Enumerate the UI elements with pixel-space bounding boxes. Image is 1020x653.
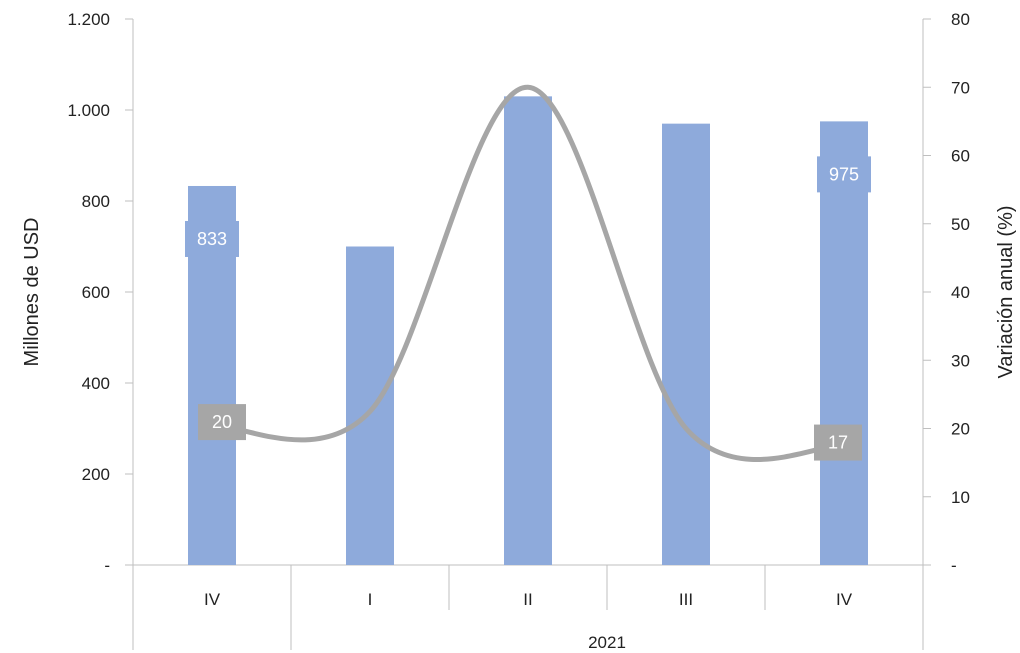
series-line <box>209 84 847 462</box>
bar <box>662 123 710 566</box>
line-data-label-box <box>814 424 862 461</box>
y2-tick-label: 70 <box>951 78 970 97</box>
y-axis-title: Millones de USD <box>21 218 43 367</box>
line-data-label: 20 <box>212 412 232 432</box>
line-data-label: 17 <box>828 433 848 453</box>
y-tick-label: 400 <box>82 374 110 393</box>
y-tick-label: 200 <box>82 465 110 484</box>
x-tick-label: II <box>523 590 532 609</box>
x-tick-label: IV <box>204 590 221 609</box>
x-tick-label: IV <box>836 590 853 609</box>
line-series <box>209 84 847 462</box>
y-tick-label: 1.200 <box>67 10 110 29</box>
line-data-label-box <box>198 404 246 441</box>
x-group-label: 2021 <box>588 633 626 652</box>
y-tick-label: 800 <box>82 192 110 211</box>
bar-data-label: 833 <box>197 229 227 249</box>
y-tick-label: 1.000 <box>67 101 110 120</box>
x-tick-label: III <box>679 590 693 609</box>
bar-data-label-box <box>185 220 239 257</box>
bar <box>504 96 552 565</box>
tick-labels: - 200 400 600 800 1.000 1.200 - 10 20 30 40 50 60 70 80… <box>67 10 969 652</box>
bar <box>820 121 868 565</box>
y2-tick-label: 60 <box>951 147 970 166</box>
y2-tick-label: 80 <box>951 10 970 29</box>
y2-tick-label: 10 <box>951 488 970 507</box>
y2-tick-label: 40 <box>951 283 970 302</box>
y-tick-label: - <box>104 556 110 575</box>
y2-tick-label: 20 <box>951 420 970 439</box>
bar-data-label-box <box>817 156 871 193</box>
y-tick-label: 600 <box>82 283 110 302</box>
bar-data-label: 975 <box>829 164 859 184</box>
x-tick-label: I <box>368 590 373 609</box>
bar-series <box>188 96 868 566</box>
data-labels: 833 975 20 17 <box>185 156 871 461</box>
y2-axis-title: Variación anual (%) <box>995 205 1017 378</box>
bar <box>346 246 394 565</box>
y2-tick-label: - <box>951 556 957 575</box>
y2-tick-label: 30 <box>951 351 970 370</box>
y2-tick-label: 50 <box>951 215 970 234</box>
